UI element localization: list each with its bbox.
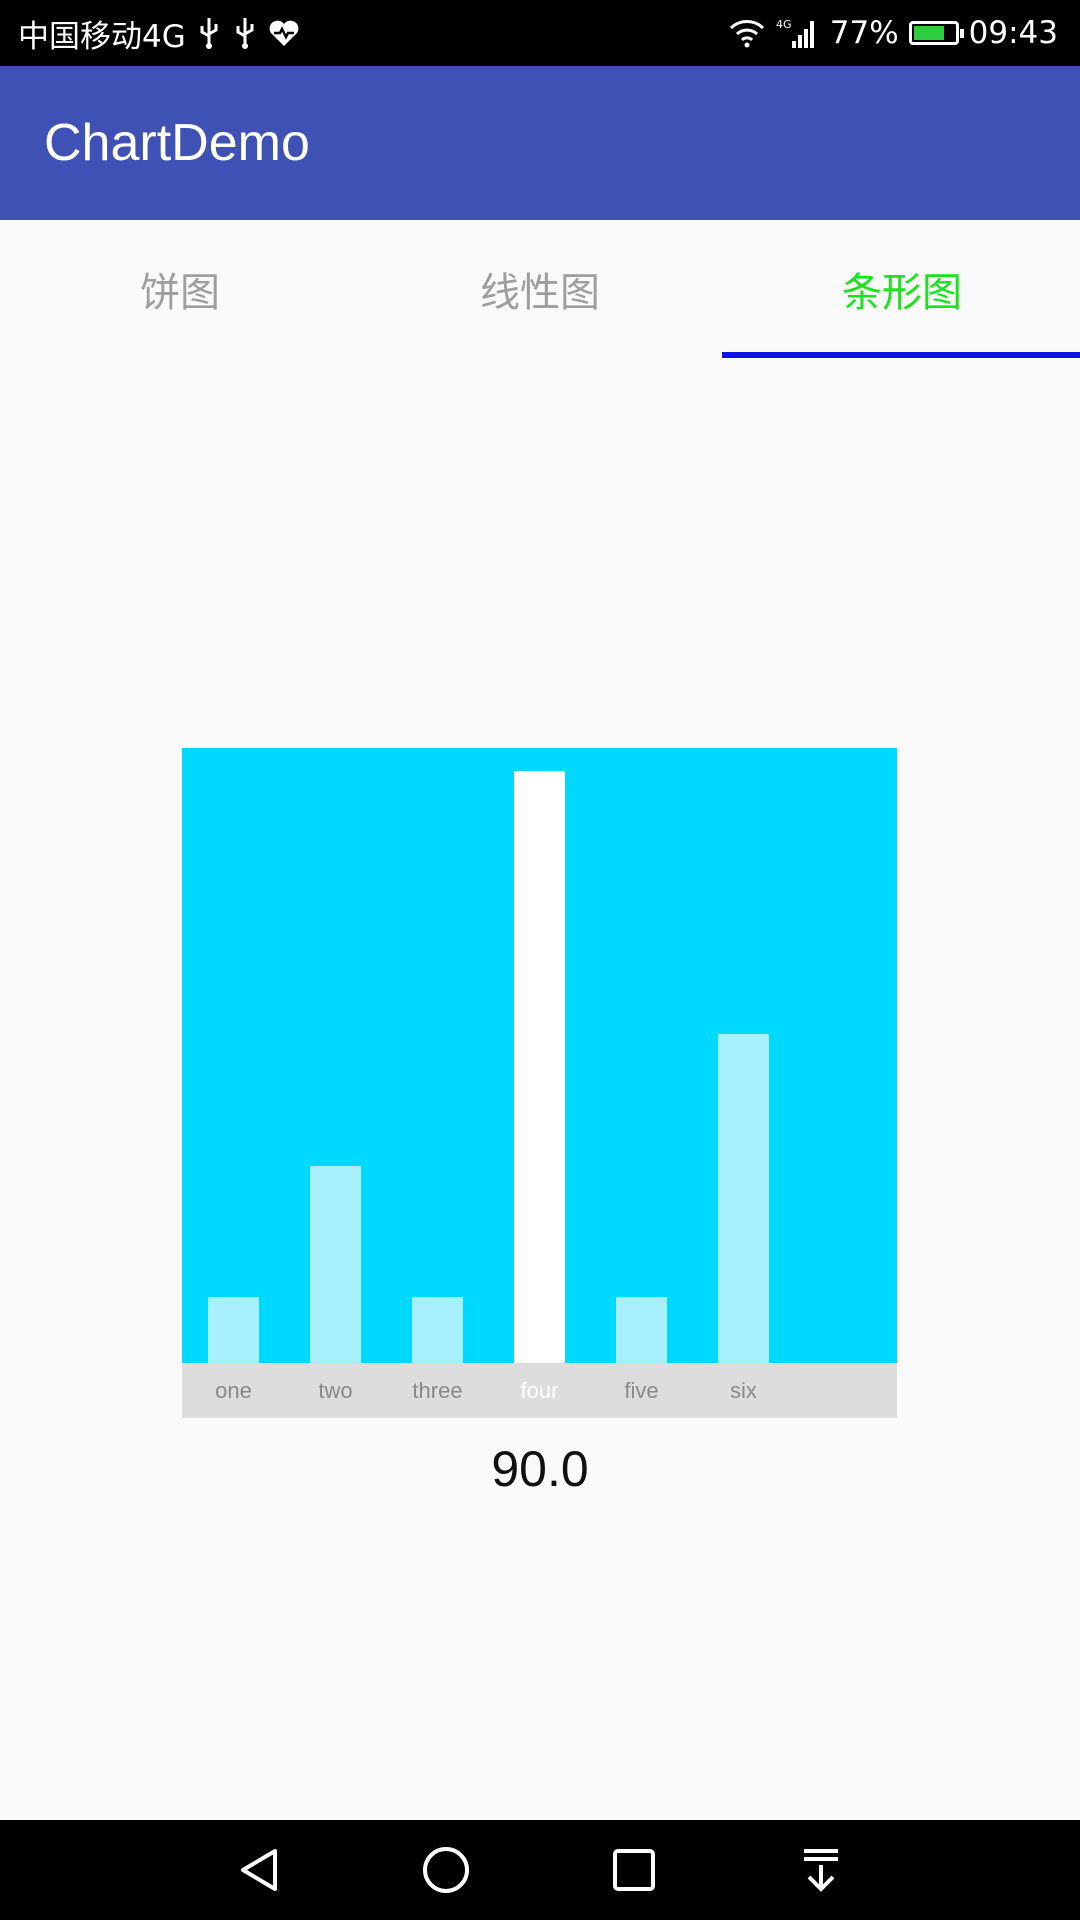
battery-level-fill: [913, 26, 944, 40]
status-left: 中国移动4G: [18, 0, 300, 66]
chart-x-axis: [182, 1363, 897, 1418]
status-bar: 中国移动4G 4G 77% 09:43: [0, 0, 1080, 66]
app-title: ChartDemo: [44, 114, 310, 172]
x-tick-label: two: [318, 1378, 353, 1403]
wifi-icon: [728, 18, 766, 48]
health-heart-icon: [268, 18, 300, 48]
usb-icon: [232, 16, 258, 50]
usb-icon: [196, 16, 222, 50]
status-right: 4G 77% 09:43: [728, 0, 1058, 66]
bar-six[interactable]: [718, 1034, 769, 1363]
clock: 09:43: [968, 15, 1058, 51]
app-bar: ChartDemo: [0, 66, 1080, 220]
bar-three[interactable]: [412, 1297, 463, 1363]
x-tick-label: four: [520, 1378, 559, 1403]
battery-icon: [908, 21, 964, 45]
tab-line-chart[interactable]: 线性图: [480, 270, 600, 316]
x-tick-label: six: [730, 1378, 757, 1403]
tab-bar-chart[interactable]: 条形图: [842, 270, 962, 316]
tab-pie-chart[interactable]: 饼图: [140, 270, 220, 316]
x-tick-label: three: [412, 1378, 463, 1403]
bar-five[interactable]: [616, 1297, 667, 1363]
back-button[interactable]: [228, 1838, 292, 1902]
navigation-bar: [0, 1820, 1080, 1920]
pulldown-icon: [804, 1849, 838, 1892]
carrier-label: 中国移动4G: [18, 18, 186, 55]
bar-two[interactable]: [310, 1166, 361, 1363]
notification-pulldown-button[interactable]: [789, 1838, 853, 1902]
tab-bar: 饼图 线性图 条形图: [0, 220, 1080, 358]
home-icon: [423, 1847, 469, 1893]
recents-button[interactable]: [602, 1838, 666, 1902]
selected-value-label: 90.0: [491, 1441, 589, 1497]
battery-percent: 77%: [829, 15, 899, 51]
home-button[interactable]: [414, 1838, 478, 1902]
bar-four[interactable]: [514, 771, 565, 1363]
back-icon: [241, 1849, 277, 1891]
bar-one[interactable]: [208, 1297, 259, 1363]
bar-chart: one two three four five six: [182, 748, 897, 1418]
chart-plot-area: [182, 748, 897, 1363]
x-tick-label: one: [215, 1378, 252, 1403]
recents-icon: [613, 1849, 655, 1891]
network-type-label: 4G: [776, 18, 792, 31]
x-tick-label: five: [624, 1378, 659, 1403]
signal-icon: 4G: [776, 17, 820, 49]
tab-indicator: [722, 352, 1080, 358]
